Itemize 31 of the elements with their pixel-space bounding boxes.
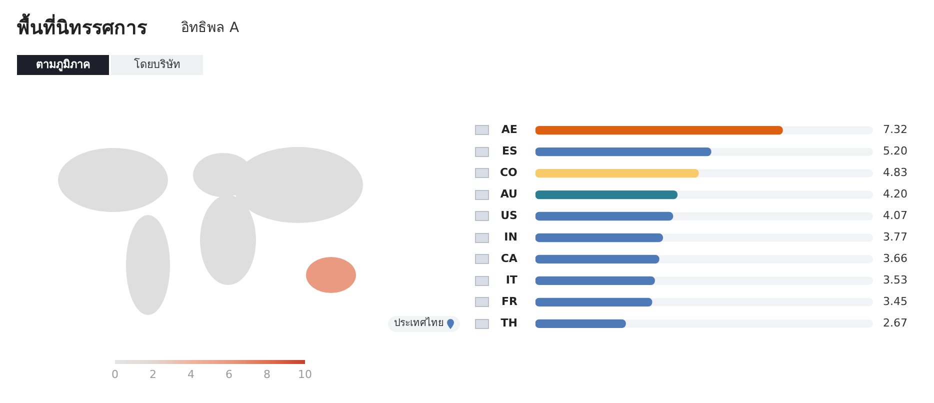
data-label: 4.20 [883, 188, 908, 201]
color-bar-label: 2 [148, 368, 158, 381]
data-label: 3.45 [883, 295, 908, 308]
y-tick-label: FR [501, 295, 518, 308]
color-bar-label: 8 [262, 368, 272, 381]
data-label: 2.67 [883, 316, 908, 330]
text: พื้นที่นิทรรศการ [17, 12, 147, 41]
color-bar-label: 4 [186, 368, 196, 381]
text: ตามภูมิภาค [17, 55, 109, 75]
y-tick-label: IN [504, 230, 518, 244]
data-label: 4.07 [883, 209, 908, 222]
y-tick-label: US [500, 209, 518, 222]
data-label: 3.77 [883, 230, 908, 244]
data-label: 7.32 [883, 123, 908, 136]
y-tick-label: CA [500, 252, 518, 266]
color-bar-label: 10 [297, 368, 313, 381]
color-bar-label: 0 [110, 368, 120, 381]
data-label: 3.66 [883, 252, 908, 266]
data-label: 4.83 [883, 166, 908, 180]
y-tick-label: IT [506, 274, 518, 287]
text: โดยบริษัท [111, 55, 203, 75]
text: อิทธิพล A [181, 19, 240, 38]
y-tick-label: AE [501, 123, 518, 136]
text: ประเทศไทย [394, 316, 444, 331]
y-tick-label: AU [500, 188, 518, 201]
y-tick-label: ES [502, 144, 518, 158]
color-bar-label: 6 [224, 368, 234, 381]
y-tick-label: CO [500, 166, 518, 180]
data-label: 3.53 [883, 274, 908, 287]
y-tick-label: TH [500, 316, 518, 330]
data-label: 5.20 [883, 144, 908, 158]
